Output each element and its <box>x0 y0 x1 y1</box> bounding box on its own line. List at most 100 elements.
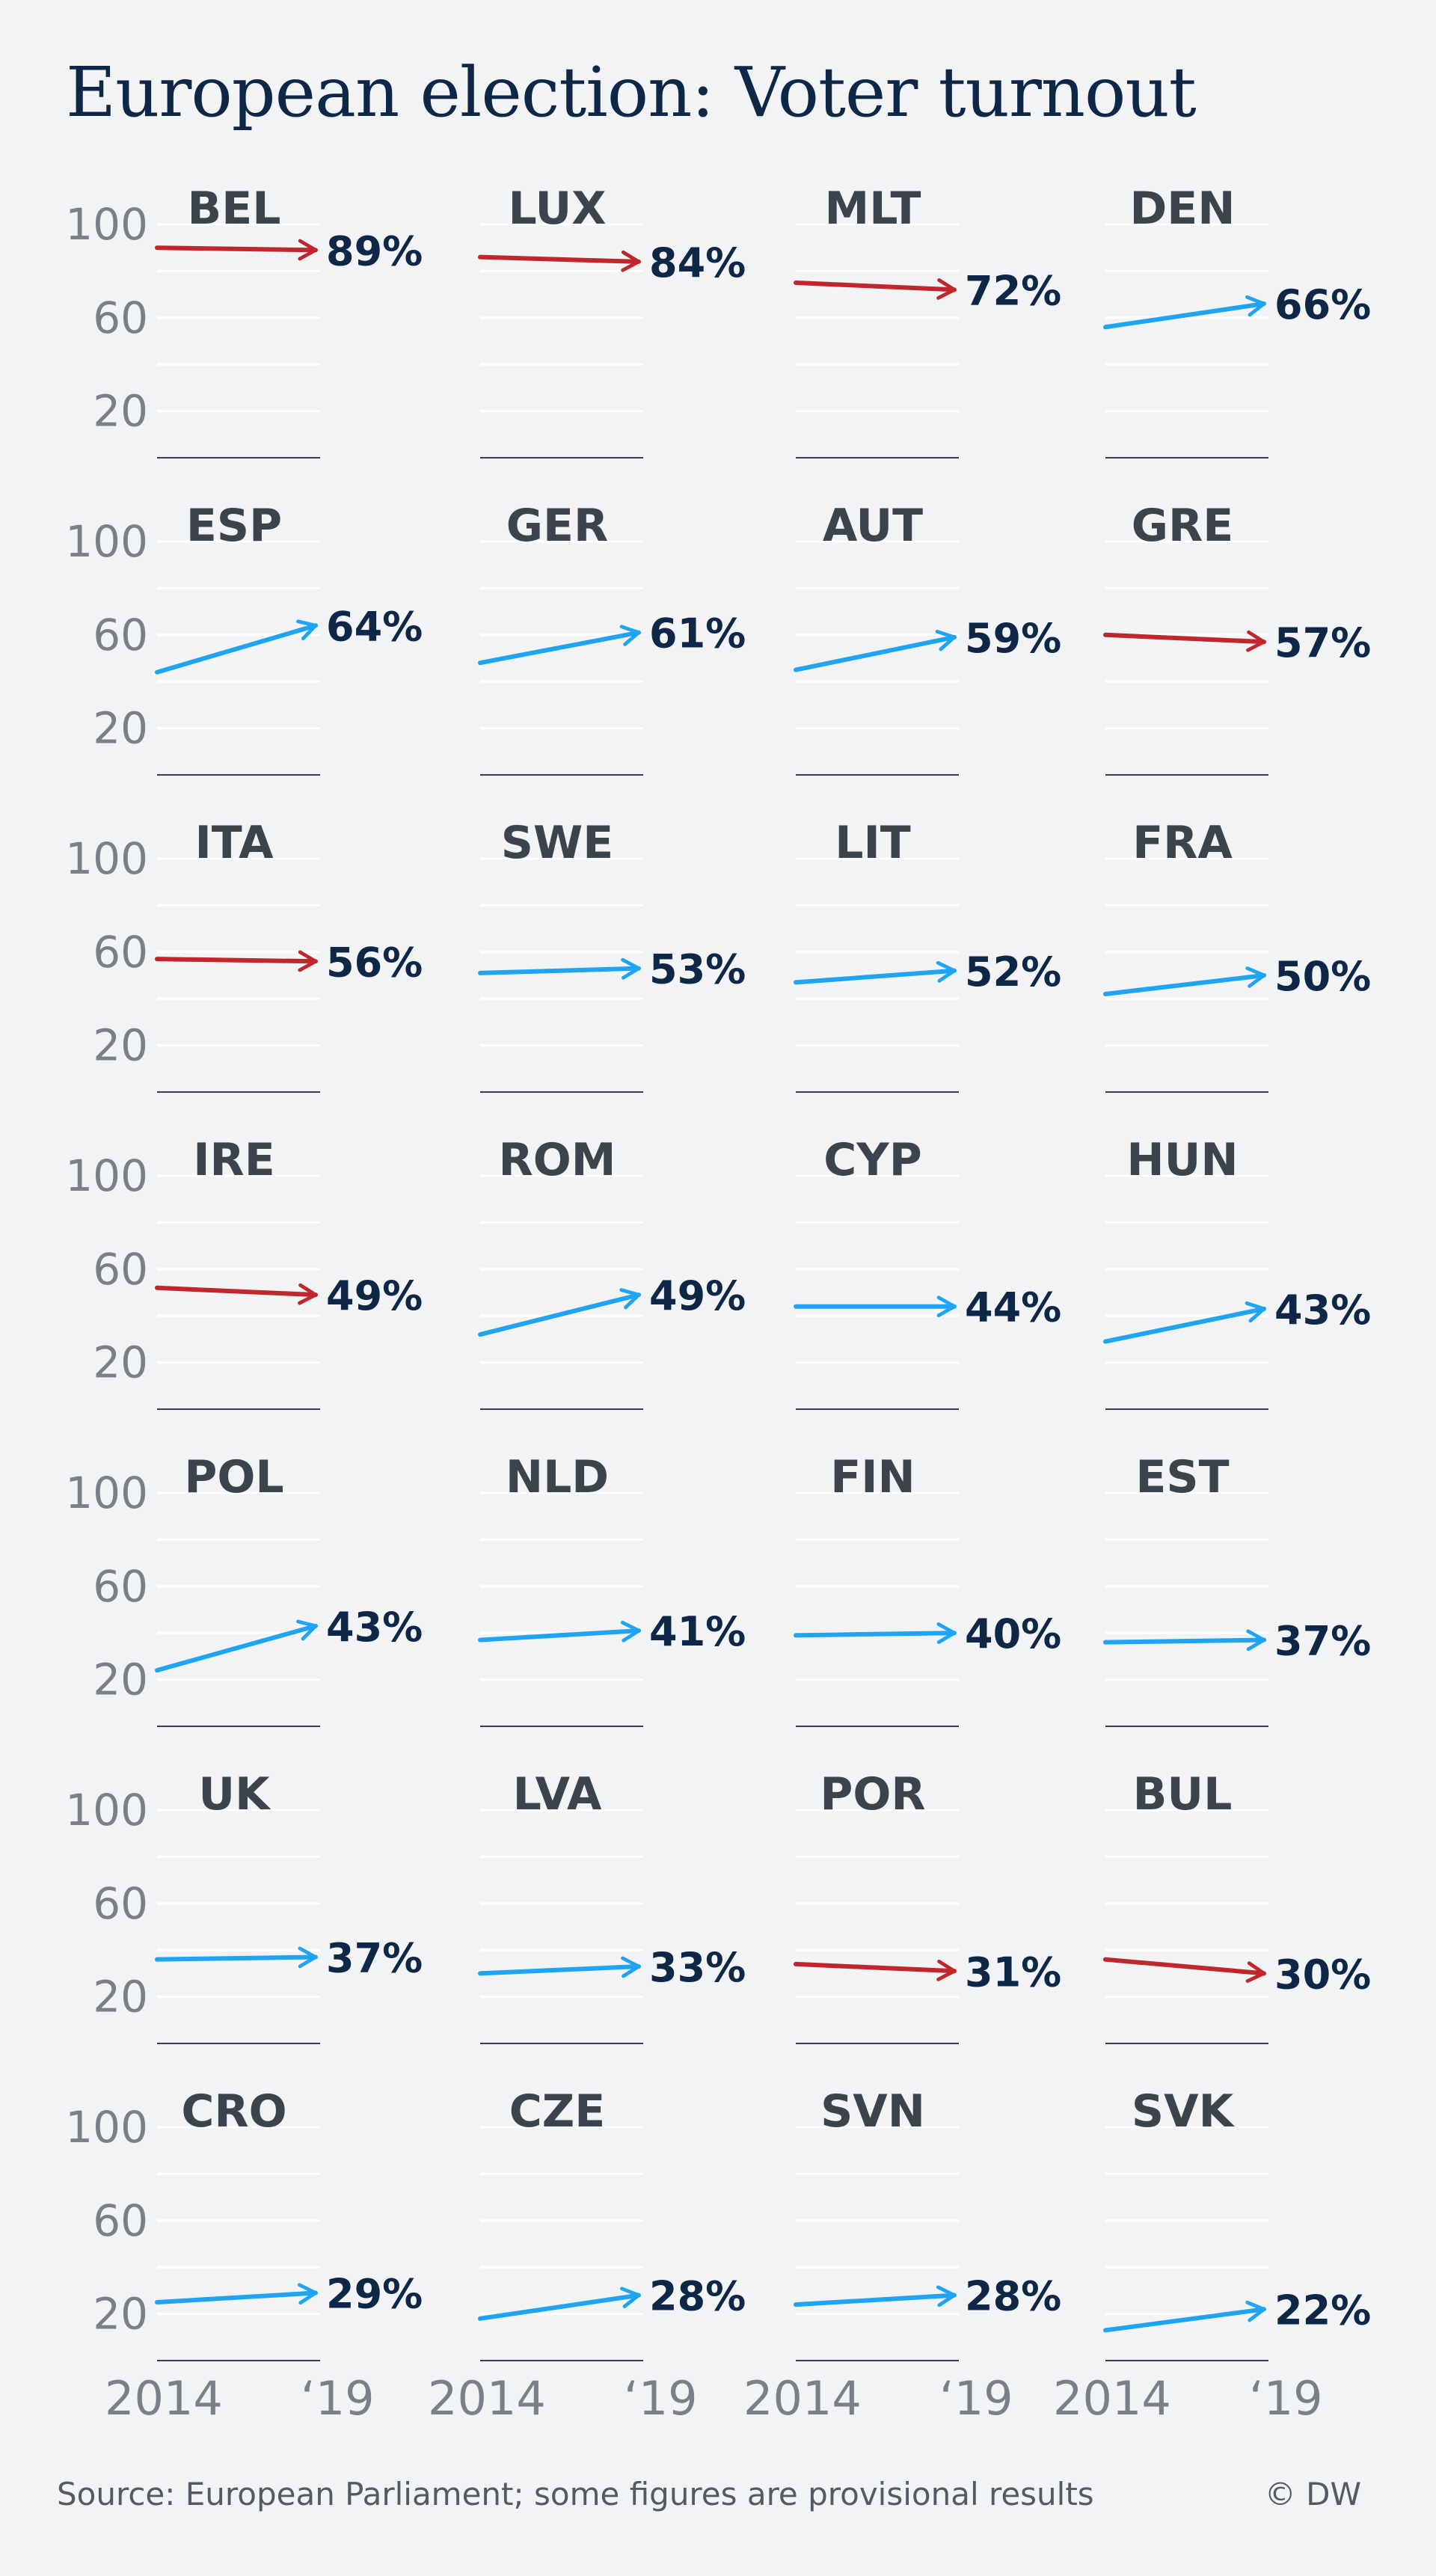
trend-line <box>155 619 318 675</box>
x-label-end: ‘19 <box>1249 2371 1323 2426</box>
trend-line <box>478 1620 641 1643</box>
chart-title: European election: Voter turnout <box>66 52 1197 132</box>
value-label: 84% <box>649 239 746 286</box>
panel-gre: GRE 57% <box>1103 500 1371 776</box>
trend-line <box>794 630 957 672</box>
y-tick-label: 60 <box>93 292 148 343</box>
value-label: 31% <box>965 1948 1061 1996</box>
country-label: GER <box>506 500 608 552</box>
panel-cze: CZE 28% <box>478 2085 746 2361</box>
value-label: 43% <box>1274 1287 1371 1334</box>
y-tick-label: 60 <box>93 2195 148 2246</box>
trend-line <box>1103 2300 1266 2333</box>
country-label: POL <box>184 1451 283 1503</box>
x-label-end: ‘19 <box>939 2371 1013 2426</box>
value-label: 61% <box>649 610 746 657</box>
value-label: 40% <box>965 1610 1061 1657</box>
y-tick-label: 100 <box>65 199 148 250</box>
value-label: 29% <box>326 2271 423 2318</box>
value-label: 28% <box>649 2273 746 2320</box>
panel-ita: ITA 56% <box>155 817 423 1093</box>
value-label: 22% <box>1274 2287 1371 2334</box>
value-label: 64% <box>326 603 423 650</box>
panel-pol: POL 43% <box>155 1451 423 1727</box>
country-label: BUL <box>1133 1768 1233 1821</box>
value-label: 37% <box>326 1935 423 1982</box>
country-label: LVA <box>513 1768 602 1821</box>
country-label: ROM <box>499 1134 616 1186</box>
value-label: 59% <box>965 615 1061 662</box>
y-tick-label: 60 <box>93 1244 148 1295</box>
country-label: LIT <box>835 817 911 869</box>
x-label-start: 2014 <box>428 2371 546 2426</box>
y-tick-label: 60 <box>93 1878 148 1929</box>
y-tick-label: 100 <box>65 1785 148 1836</box>
y-tick-label: 100 <box>65 516 148 567</box>
trend-line <box>478 957 641 980</box>
trend-line <box>478 625 641 666</box>
trend-line <box>794 1622 957 1644</box>
value-label: 28% <box>965 2273 1061 2320</box>
value-label: 30% <box>1274 1951 1371 1998</box>
y-tick-label: 100 <box>65 1468 148 1518</box>
country-label: BEL <box>188 183 281 235</box>
value-label: 52% <box>965 948 1061 996</box>
panel-nld: NLD 41% <box>478 1451 746 1727</box>
country-label: FRA <box>1132 817 1233 869</box>
country-label: EST <box>1135 1451 1229 1503</box>
panel-esp: ESP 64% <box>155 500 423 776</box>
panel-fin: FIN 40% <box>794 1451 1061 1727</box>
y-tick-label: 20 <box>93 1655 148 1705</box>
panel-cro: CRO 29% <box>155 2085 423 2361</box>
panel-uk: UK 37% <box>155 1768 423 2044</box>
trend-line <box>478 2287 641 2321</box>
trend-line <box>794 960 957 985</box>
value-label: 49% <box>326 1272 423 1319</box>
country-label: ESP <box>186 500 282 552</box>
value-label: 43% <box>326 1604 423 1651</box>
panel-lva: LVA 33% <box>478 1768 746 2044</box>
source-note: Source: European Parliament; some figure… <box>57 2476 1094 2512</box>
value-label: 50% <box>1274 953 1371 1000</box>
panel-hun: HUN 43% <box>1103 1134 1371 1410</box>
country-label: ITA <box>194 817 274 869</box>
y-tick-label: 60 <box>93 1561 148 1612</box>
country-label: CRO <box>181 2085 286 2138</box>
trend-line <box>1103 1301 1266 1344</box>
y-tick-label: 60 <box>93 927 148 978</box>
country-label: AUT <box>823 500 923 552</box>
x-label-start: 2014 <box>743 2371 862 2426</box>
panel-den: DEN 66% <box>1103 183 1371 459</box>
trend-line <box>1103 1629 1266 1652</box>
trend-line <box>155 1946 318 1969</box>
x-label-end: ‘19 <box>624 2371 698 2426</box>
y-tick-label: 20 <box>93 1972 148 2023</box>
y-tick-label: 20 <box>93 386 148 437</box>
country-label: UK <box>198 1768 271 1821</box>
trend-line <box>155 1283 318 1305</box>
value-label: 37% <box>1274 1618 1371 1665</box>
trend-line <box>794 1959 957 1981</box>
trend-line <box>794 278 957 300</box>
x-label-end: ‘19 <box>301 2371 375 2426</box>
value-label: 49% <box>649 1272 746 1319</box>
x-label-start: 2014 <box>105 2371 223 2426</box>
panel-est: EST 37% <box>1103 1451 1371 1727</box>
panel-mlt: MLT 72% <box>794 183 1061 459</box>
y-tick-label: 100 <box>65 1150 148 1201</box>
trend-line <box>155 1619 318 1673</box>
panel-lit: LIT 52% <box>794 817 1061 1093</box>
trend-line <box>1103 295 1266 330</box>
y-tick-label: 20 <box>93 1337 148 1388</box>
y-tick-label: 20 <box>93 1020 148 1071</box>
trend-line <box>1103 1957 1266 1983</box>
trend-line <box>155 950 318 972</box>
trend-line <box>478 1956 641 1978</box>
country-label: CZE <box>509 2085 606 2138</box>
panel-swe: SWE 53% <box>478 817 746 1093</box>
y-tick-label: 100 <box>65 2102 148 2153</box>
country-label: HUN <box>1126 1134 1238 1186</box>
y-tick-label: 60 <box>93 610 148 660</box>
panel-ire: IRE 49% <box>155 1134 423 1410</box>
